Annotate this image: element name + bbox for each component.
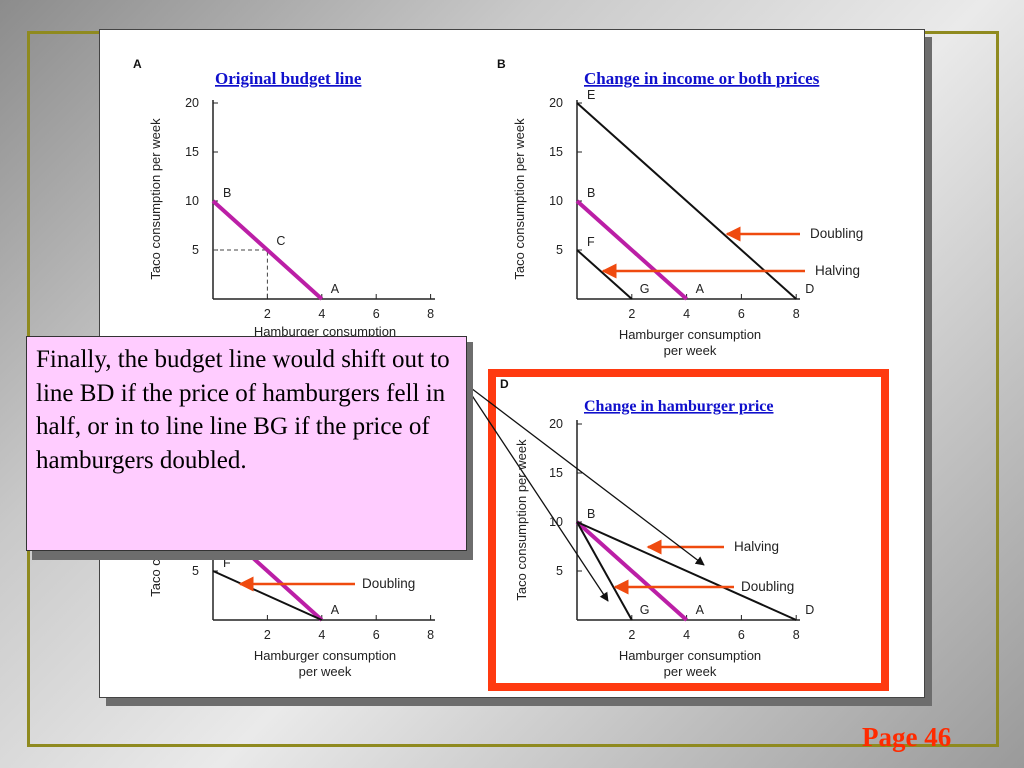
panel-d: D24685101520Taco consumption per weekHam… (500, 377, 814, 679)
y-axis-label: Taco consumption per week (148, 118, 163, 280)
annotation-label: Doubling (741, 579, 794, 594)
budget-line-bd (576, 521, 797, 621)
y-tick-label: 5 (556, 243, 563, 257)
x-axis-label: Hamburger consumption (619, 327, 761, 342)
point-label-b: B (223, 186, 231, 200)
budget-line-fg (576, 249, 633, 300)
y-axis-label: Taco consumption per week (512, 118, 527, 280)
point-label-a: A (331, 603, 340, 617)
point-label-a: A (696, 603, 705, 617)
callout-box: Finally, the budget line would shift out… (26, 336, 467, 551)
callout-pointer-bd (466, 384, 705, 566)
y-tick-label: 5 (192, 564, 199, 578)
budget-line-ed (576, 102, 797, 300)
x-tick-label: 8 (793, 628, 800, 642)
x-tick-label: 6 (373, 628, 380, 642)
panel-letter: B (497, 57, 506, 71)
x-axis-label-line2: per week (664, 343, 717, 358)
y-axis-label: Taco c (148, 559, 163, 597)
panel-a-title[interactable]: Original budget line (215, 69, 362, 88)
x-tick-label: 4 (683, 628, 690, 642)
point-label-e: E (587, 88, 595, 102)
x-tick-label: 6 (738, 307, 745, 321)
callout-text: Finally, the budget line would shift out… (36, 346, 450, 474)
x-axis-label-line2: per week (664, 664, 717, 679)
x-tick-label: 4 (318, 628, 325, 642)
plots-layer: A 2 4 6 8 5 10 15 20 Taco consumption per week Ham… (133, 57, 863, 679)
budget-line-fa (212, 570, 323, 621)
y-tick-label: 15 (549, 466, 563, 480)
annotation-label: Halving (734, 539, 779, 554)
x-tick-label: 4 (318, 307, 325, 321)
x-tick-label: 4 (683, 307, 690, 321)
x-tick-label: 2 (264, 628, 271, 642)
x-axis-label: Hamburger consumption (619, 648, 761, 663)
y-tick-label: 15 (549, 145, 563, 159)
x-tick-label: 8 (793, 307, 800, 321)
y-tick-label: 10 (549, 194, 563, 208)
y-tick-label: 5 (556, 564, 563, 578)
y-tick-label: 20 (549, 417, 563, 431)
point-label-f: F (587, 235, 595, 249)
highlight-box (488, 369, 889, 691)
x-axis-label: Hamburger consumption (254, 324, 396, 339)
page-number: Page 46 (862, 722, 952, 752)
panel-d-title[interactable]: Change in hamburger price (584, 398, 773, 415)
y-axis-label: Taco consumption per week (514, 439, 529, 601)
x-tick-label: 8 (427, 307, 434, 321)
callout-pointer-bg (466, 387, 609, 602)
budget-line-ba (575, 520, 688, 622)
point-label-g: G (640, 603, 650, 617)
x-tick-label: 6 (373, 307, 380, 321)
y-tick-label: 5 (192, 243, 199, 257)
y-tick-label: 10 (185, 194, 199, 208)
point-label-d: D (805, 282, 814, 296)
annotation-label: Halving (815, 263, 860, 278)
panel-b: B 2 4 6 8 5 10 15 20 Taco consumption per week Ham… (497, 57, 814, 358)
annotation-label: Doubling (810, 226, 863, 241)
y-tick-label: 20 (549, 96, 563, 110)
point-label-b: B (587, 507, 595, 521)
x-tick-label: 2 (264, 307, 271, 321)
x-tick-label: 8 (427, 628, 434, 642)
point-label-g: G (640, 282, 650, 296)
budget-line-ba (575, 199, 688, 301)
budget-line-bg (576, 521, 633, 621)
y-tick-label: 20 (185, 96, 199, 110)
point-label-a: A (696, 282, 705, 296)
x-tick-label: 6 (738, 628, 745, 642)
panel-a: A 2 4 6 8 5 10 15 20 Taco consumption per week Ham… (133, 57, 435, 339)
point-label-b: B (587, 186, 595, 200)
panel-letter: A (133, 57, 142, 71)
budget-line-ba (211, 199, 324, 301)
point-label-f: F (223, 556, 231, 570)
point-label-d: D (805, 603, 814, 617)
x-axis-label: Hamburger consumption (254, 648, 396, 663)
panel-letter: D (500, 377, 509, 391)
panel-b-title[interactable]: Change in income or both prices (584, 69, 820, 88)
x-axis-label-line2: per week (299, 664, 352, 679)
y-tick-label: 15 (185, 145, 199, 159)
x-tick-label: 2 (628, 628, 635, 642)
point-label-a: A (331, 282, 340, 296)
x-tick-label: 2 (628, 307, 635, 321)
point-label-c: C (276, 234, 285, 248)
annotation-label: Doubling (362, 576, 415, 591)
dashed-guide (213, 249, 268, 299)
